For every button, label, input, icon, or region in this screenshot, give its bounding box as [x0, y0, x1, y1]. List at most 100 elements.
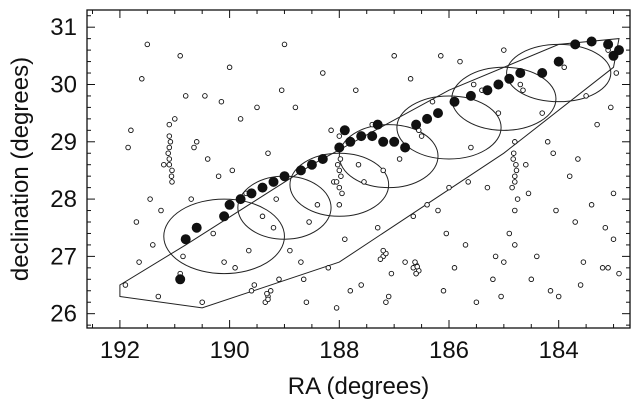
open-point: [544, 139, 551, 145]
open-point: [523, 161, 529, 168]
open-point: [605, 265, 611, 271]
open-point: [292, 104, 299, 111]
error-ellipse-1: [237, 175, 332, 240]
open-point: [599, 265, 606, 271]
open-point: [396, 156, 403, 162]
open-point: [510, 150, 517, 156]
open-point: [325, 265, 332, 271]
open-point: [226, 64, 233, 71]
open-point: [594, 121, 600, 128]
x-tick-label: 192: [100, 337, 140, 364]
open-point: [385, 293, 392, 300]
filled-point: [235, 194, 246, 205]
x-axis-label: RA (degrees): [288, 373, 429, 400]
open-point: [613, 70, 620, 76]
filled-point: [400, 142, 411, 153]
open-point: [512, 207, 518, 214]
open-point: [418, 133, 425, 139]
open-point: [306, 219, 312, 225]
open-point: [169, 167, 175, 174]
filled-point: [175, 274, 186, 285]
open-point: [501, 259, 507, 265]
open-point: [525, 190, 532, 197]
open-point: [144, 41, 151, 48]
y-tick-label: 30: [50, 71, 77, 98]
y-tick-label: 27: [50, 243, 77, 270]
error-ellipse-6: [506, 43, 612, 103]
open-point: [566, 173, 573, 179]
open-point: [457, 58, 463, 65]
filled-point: [504, 73, 515, 84]
filled-point: [367, 131, 378, 142]
open-point: [336, 184, 343, 191]
open-point: [167, 139, 174, 145]
plot-frame: [86, 9, 631, 329]
open-point: [334, 161, 341, 168]
open-point: [520, 87, 526, 93]
open-point: [512, 242, 518, 248]
open-point: [215, 173, 222, 179]
open-point: [512, 179, 518, 185]
open-point: [383, 299, 389, 305]
open-point: [155, 293, 162, 300]
filled-point: [553, 56, 564, 67]
open-point: [136, 259, 142, 265]
open-point: [314, 202, 321, 208]
open-point: [468, 144, 474, 151]
x-tick-label: 190: [210, 337, 250, 364]
open-point: [374, 224, 381, 231]
open-point: [338, 173, 344, 179]
open-point: [303, 299, 310, 305]
open-point: [265, 150, 271, 156]
open-point: [513, 167, 520, 174]
y-tick-label: 29: [50, 129, 77, 156]
open-point: [210, 230, 216, 237]
open-point: [528, 276, 535, 283]
axes-frame: [86, 9, 631, 329]
filled-point: [246, 188, 257, 199]
open-point: [161, 161, 167, 168]
open-point: [435, 207, 441, 214]
open-point: [610, 236, 617, 242]
open-point: [514, 196, 521, 202]
open-point: [616, 270, 622, 277]
filled-point: [257, 182, 268, 193]
open-point: [355, 161, 362, 168]
open-point: [139, 76, 145, 82]
open-point: [232, 265, 238, 271]
open-point: [182, 93, 189, 99]
filled-point: [449, 96, 460, 107]
filled-point: [306, 159, 317, 170]
open-point: [380, 167, 386, 174]
open-point: [484, 184, 491, 191]
x-tick-label: 184: [539, 337, 579, 364]
open-point: [402, 259, 408, 265]
open-point: [237, 116, 244, 122]
filled-point: [603, 39, 614, 50]
filled-point: [372, 119, 383, 130]
open-point: [438, 53, 444, 59]
open-point: [177, 53, 183, 59]
open-point: [264, 290, 270, 297]
open-point: [166, 156, 173, 162]
open-point: [470, 81, 477, 88]
open-point: [300, 276, 307, 283]
filled-point: [411, 119, 422, 130]
filled-point: [334, 142, 345, 153]
open-point: [270, 224, 277, 231]
open-point: [336, 167, 343, 174]
open-point: [169, 179, 175, 185]
filled-point: [219, 211, 230, 222]
open-point: [547, 288, 554, 294]
open-point: [278, 87, 285, 93]
open-point: [221, 259, 227, 265]
open-point: [191, 144, 197, 151]
filled-point: [279, 171, 290, 182]
open-point: [553, 207, 559, 214]
open-point: [358, 282, 364, 288]
open-point: [490, 276, 496, 283]
filled-point: [378, 136, 389, 147]
open-point: [462, 242, 469, 248]
open-point: [446, 184, 452, 191]
open-point: [513, 161, 519, 168]
